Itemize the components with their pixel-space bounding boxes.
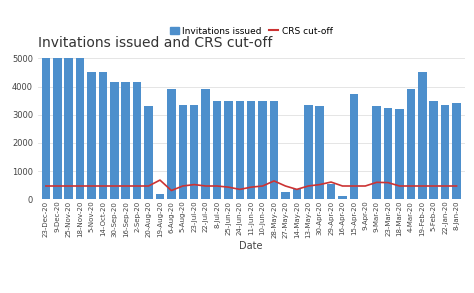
Text: Invitations issued and CRS cut-off: Invitations issued and CRS cut-off [38, 36, 272, 50]
Bar [258, 100, 267, 199]
Bar [190, 105, 199, 199]
Bar [270, 100, 278, 199]
X-axis label: Date: Date [239, 241, 263, 251]
Bar [144, 106, 153, 199]
Legend: Invitations issued, CRS cut-off: Invitations issued, CRS cut-off [168, 25, 335, 38]
Bar [99, 72, 107, 199]
Bar [121, 82, 130, 199]
Bar [201, 89, 210, 199]
Bar [292, 189, 301, 199]
Bar [64, 58, 73, 199]
Bar [236, 100, 244, 199]
Bar [429, 100, 438, 199]
Bar [304, 105, 312, 199]
Bar [213, 100, 221, 199]
Bar [315, 106, 324, 199]
Bar [133, 82, 141, 199]
Bar [76, 58, 84, 199]
Bar [441, 105, 449, 199]
Bar [373, 106, 381, 199]
Bar [418, 72, 427, 199]
Bar [87, 72, 96, 199]
Bar [110, 82, 118, 199]
Bar [384, 108, 392, 199]
Bar [338, 196, 347, 199]
Bar [179, 105, 187, 199]
Bar [350, 93, 358, 199]
Bar [395, 109, 404, 199]
Bar [281, 192, 290, 199]
Bar [407, 89, 415, 199]
Bar [42, 58, 50, 199]
Bar [452, 103, 461, 199]
Bar [247, 100, 255, 199]
Bar [53, 58, 62, 199]
Bar [155, 194, 164, 199]
Bar [327, 184, 335, 199]
Bar [224, 100, 233, 199]
Bar [167, 89, 176, 199]
